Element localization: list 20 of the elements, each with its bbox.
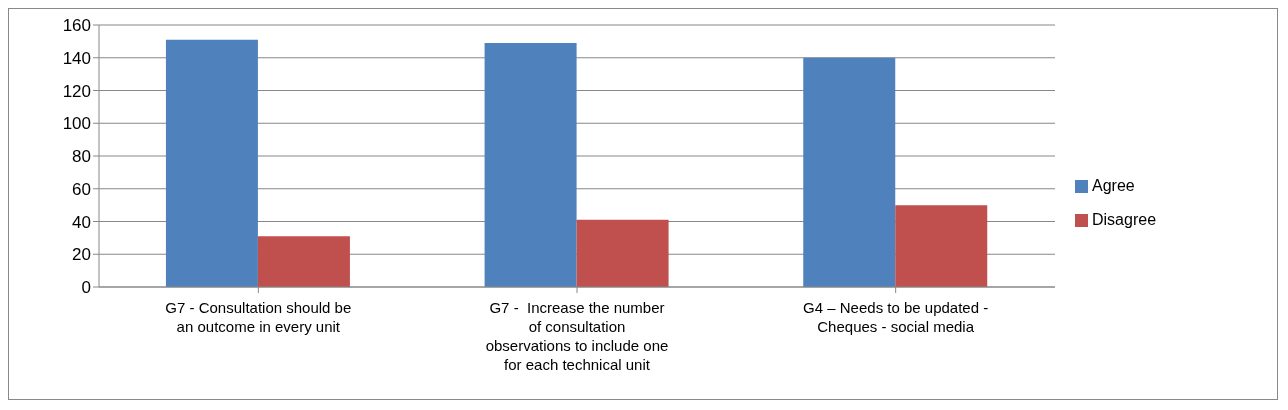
y-tick-label: 120 <box>62 81 91 101</box>
x-tick-label: G7 - Increase the number of consultation observations to include one for each technical unit <box>485 299 669 373</box>
y-tick-label: 40 <box>72 212 91 232</box>
bar <box>803 57 896 287</box>
bar <box>484 43 577 287</box>
y-tick-label: 20 <box>72 245 91 265</box>
x-tick-label: G4 – Needs to be updated - Cheques - social media <box>803 299 989 335</box>
bar <box>895 205 988 287</box>
x-tick-label: G7 - Consultation should be an outcome in every unit <box>165 299 352 335</box>
y-tick-label: 100 <box>62 114 91 134</box>
legend-label: Agree <box>1092 177 1135 194</box>
y-tick-label: 140 <box>62 48 91 68</box>
y-tick-label: 0 <box>81 278 91 298</box>
bar <box>257 236 350 287</box>
bar <box>576 219 669 287</box>
bar <box>165 39 258 287</box>
legend-label: Disagree <box>1092 211 1157 228</box>
y-tick-label: 160 <box>62 16 91 36</box>
y-tick-label: 60 <box>72 179 91 199</box>
y-tick-label: 80 <box>72 147 91 167</box>
